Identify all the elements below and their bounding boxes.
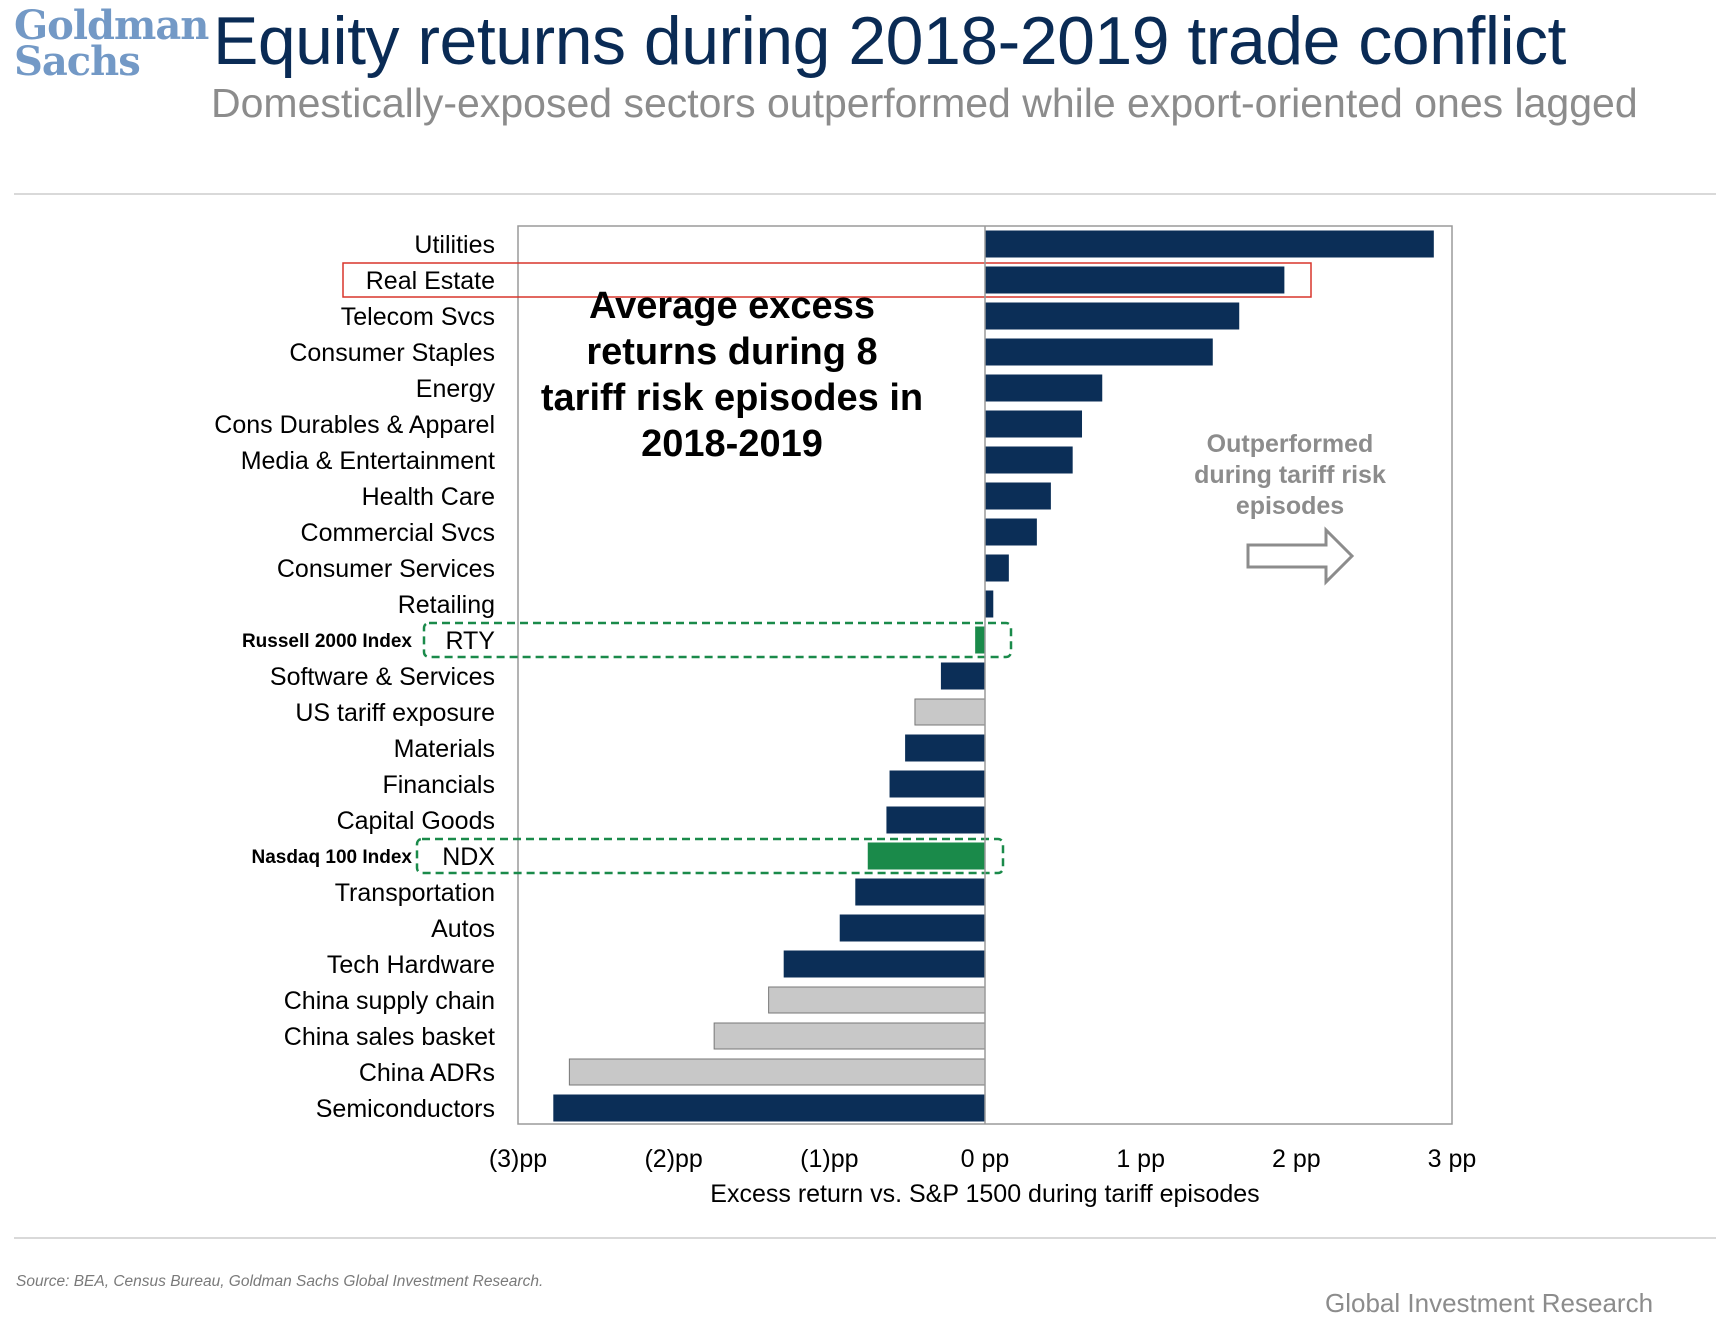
category-label: China supply chain <box>284 987 495 1015</box>
bar <box>984 266 1285 294</box>
bar <box>768 986 986 1014</box>
logo-line-1: Goldman <box>14 2 209 49</box>
bar <box>783 950 986 978</box>
bar <box>984 410 1083 438</box>
bar <box>886 806 986 834</box>
bar <box>905 734 986 762</box>
bar <box>984 554 1009 582</box>
x-tick-label: (3)pp <box>489 1145 547 1173</box>
chart-annotation: Average excess <box>589 285 875 327</box>
category-label: US tariff exposure <box>295 699 495 727</box>
outperformed-note: during tariff risk <box>1194 461 1386 489</box>
category-label: Cons Durables & Apparel <box>214 411 495 439</box>
bar <box>889 770 986 798</box>
category-label: Retailing <box>398 591 495 619</box>
bar <box>984 230 1434 258</box>
bar <box>713 1022 986 1050</box>
index-name-label: Nasdaq 100 Index <box>251 847 412 868</box>
bar <box>867 842 986 870</box>
category-label: Utilities <box>414 231 495 259</box>
category-label: Tech Hardware <box>327 951 495 979</box>
category-label: Commercial Svcs <box>301 519 495 547</box>
category-label: China ADRs <box>359 1059 495 1087</box>
category-label: Materials <box>394 735 495 763</box>
x-axis-title: Excess return vs. S&P 1500 during tariff… <box>710 1180 1259 1208</box>
chart-annotation: 2018-2019 <box>641 423 823 465</box>
arrow-right-icon <box>1246 526 1355 586</box>
goldman-sachs-logo: Goldman Sachs <box>14 2 209 85</box>
category-label: China sales basket <box>284 1023 495 1051</box>
x-tick-label: (1)pp <box>800 1145 858 1173</box>
page-title: Equity returns during 2018-2019 trade co… <box>213 3 1566 79</box>
highlight-box <box>342 262 1312 298</box>
category-label: Financials <box>382 771 495 799</box>
x-tick-label: 1 pp <box>1116 1145 1165 1173</box>
category-label: Semiconductors <box>316 1095 495 1123</box>
x-tick-label: 3 pp <box>1428 1145 1477 1173</box>
page-subtitle: Domestically-exposed sectors outperforme… <box>211 80 1638 126</box>
category-label: Media & Entertainment <box>241 447 495 475</box>
highlight-box <box>422 621 1013 659</box>
chart-annotation: tariff risk episodes in <box>541 377 923 419</box>
highlight-box <box>415 837 1005 875</box>
category-label: Transportation <box>335 879 495 907</box>
bar <box>984 590 994 618</box>
x-tick-label: 0 pp <box>961 1145 1010 1173</box>
bar <box>984 482 1051 510</box>
category-label: Real Estate <box>366 267 495 295</box>
category-label: Energy <box>416 375 496 403</box>
category-label: Consumer Staples <box>289 339 495 367</box>
bar <box>984 446 1073 474</box>
header-divider <box>14 193 1716 195</box>
category-label: Health Care <box>362 483 495 511</box>
footer-brand: Global Investment Research <box>1325 1288 1654 1318</box>
category-label: Autos <box>431 915 495 943</box>
bar <box>855 878 986 906</box>
chart-annotation: returns during 8 <box>586 331 877 373</box>
bar <box>568 1058 986 1086</box>
logo-line-2: Sachs <box>14 38 141 85</box>
bar <box>984 338 1213 366</box>
x-tick-label: (2)pp <box>644 1145 702 1173</box>
outperformed-note: episodes <box>1236 492 1344 520</box>
category-label: NDX <box>442 843 495 871</box>
bar <box>984 302 1240 330</box>
category-label: Capital Goods <box>337 807 495 835</box>
index-name-label: Russell 2000 Index <box>242 631 412 652</box>
bar <box>940 662 986 690</box>
footer-divider <box>14 1237 1716 1239</box>
bar <box>984 374 1103 402</box>
category-label: RTY <box>445 627 495 655</box>
bar <box>553 1094 986 1122</box>
category-label: Software & Services <box>270 663 495 691</box>
bar <box>914 698 986 726</box>
bar <box>975 626 986 654</box>
bar <box>984 518 1037 546</box>
bar <box>839 914 986 942</box>
source-note: Source: BEA, Census Bureau, Goldman Sach… <box>16 1273 544 1290</box>
category-label: Consumer Services <box>277 555 495 583</box>
x-tick-label: 2 pp <box>1272 1145 1321 1173</box>
outperformed-note: Outperformed <box>1207 430 1374 458</box>
category-label: Telecom Svcs <box>341 303 495 331</box>
